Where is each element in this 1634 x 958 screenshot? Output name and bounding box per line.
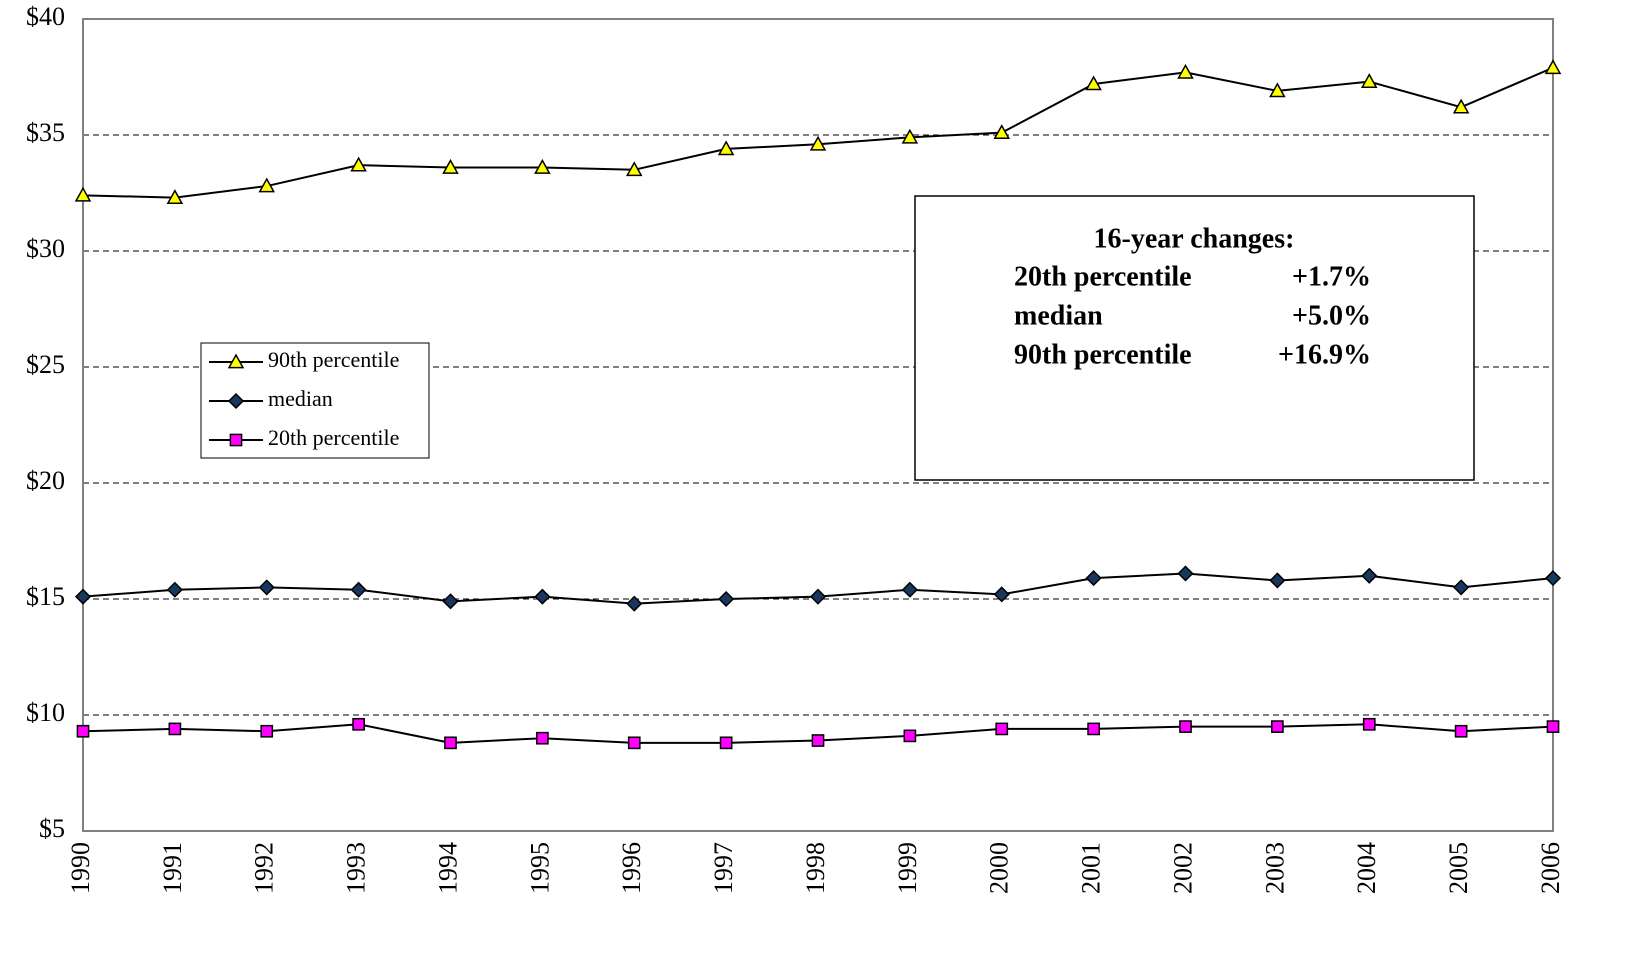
- marker: [534, 158, 551, 174]
- marker: [1271, 720, 1284, 733]
- annotation-label: 20th percentile: [1014, 261, 1192, 292]
- marker: [536, 731, 549, 745]
- x-tick-label: 1993: [342, 842, 371, 894]
- marker: [350, 156, 367, 172]
- marker: [811, 734, 825, 747]
- y-tick-label: $5: [39, 814, 65, 843]
- marker: [227, 353, 245, 369]
- annotation-value: +5.0%: [1292, 300, 1371, 331]
- annotation-label: median: [1014, 300, 1103, 331]
- y-tick-label: $30: [26, 234, 65, 263]
- marker: [993, 124, 1011, 140]
- marker: [1546, 720, 1560, 733]
- marker: [1269, 82, 1286, 98]
- x-tick-label: 1998: [801, 842, 830, 894]
- marker: [1177, 63, 1194, 79]
- x-tick-label: 2001: [1077, 842, 1106, 894]
- y-tick-label: $15: [26, 582, 65, 611]
- y-tick-label: $20: [26, 466, 65, 495]
- annotation-value: +16.9%: [1278, 339, 1371, 370]
- marker: [227, 392, 245, 410]
- marker: [166, 581, 183, 598]
- x-tick-label: 2000: [985, 842, 1014, 894]
- marker: [1454, 724, 1468, 738]
- marker: [1087, 722, 1100, 736]
- marker: [717, 140, 735, 156]
- marker: [1453, 579, 1470, 596]
- legend-label: 20th percentile: [268, 425, 399, 450]
- marker: [1177, 565, 1194, 582]
- x-tick-label: 1991: [158, 842, 187, 894]
- marker: [258, 579, 275, 596]
- marker: [1361, 567, 1378, 584]
- plot-border: [82, 18, 1554, 832]
- marker: [442, 158, 459, 174]
- y-tick-label: $25: [26, 350, 65, 379]
- marker: [1452, 98, 1470, 114]
- marker: [901, 128, 919, 144]
- marker: [1269, 572, 1286, 589]
- marker: [903, 729, 917, 743]
- x-tick-label: 1999: [893, 842, 922, 894]
- marker: [1544, 570, 1562, 587]
- y-tick-label: $10: [26, 698, 65, 727]
- marker: [76, 724, 90, 738]
- x-tick-label: 2006: [1536, 842, 1565, 894]
- x-tick-label: 2002: [1168, 842, 1197, 894]
- marker: [718, 590, 735, 608]
- marker: [534, 588, 551, 605]
- marker: [625, 161, 643, 177]
- marker: [74, 588, 92, 605]
- marker: [352, 717, 365, 731]
- x-tick-label: 2005: [1444, 842, 1473, 894]
- x-tick-label: 2004: [1352, 842, 1381, 894]
- x-tick-label: 1992: [250, 842, 279, 894]
- y-tick-label: $35: [26, 118, 65, 147]
- y-tick-label: $40: [26, 2, 65, 31]
- marker: [350, 581, 367, 598]
- annotation-box: [914, 195, 1475, 481]
- legend-label: 90th percentile: [268, 347, 399, 372]
- marker: [1085, 570, 1102, 587]
- marker: [74, 186, 92, 202]
- marker: [1085, 75, 1102, 91]
- marker: [1544, 59, 1562, 75]
- marker: [168, 722, 182, 736]
- marker: [260, 724, 274, 738]
- series-line: [82, 66, 1554, 199]
- x-tick-label: 1995: [525, 842, 554, 894]
- marker: [1362, 717, 1376, 731]
- legend-label: median: [268, 386, 333, 411]
- marker: [627, 736, 641, 750]
- marker: [719, 736, 733, 750]
- marker: [993, 586, 1010, 603]
- x-tick-label: 1994: [433, 842, 462, 894]
- x-tick-label: 1996: [617, 842, 646, 894]
- marker: [995, 722, 1009, 736]
- marker: [809, 588, 827, 605]
- marker: [258, 177, 276, 193]
- x-tick-label: 1990: [66, 842, 95, 894]
- marker: [444, 736, 457, 750]
- marker: [229, 433, 243, 447]
- x-tick-label: 2003: [1260, 842, 1289, 894]
- annotation-value: +1.7%: [1292, 261, 1371, 292]
- marker: [901, 581, 918, 598]
- annotation-title: 16-year changes:: [1094, 223, 1295, 254]
- marker: [442, 593, 459, 610]
- marker: [166, 189, 184, 204]
- marker: [626, 595, 643, 612]
- marker: [1179, 720, 1192, 733]
- marker: [1360, 73, 1378, 88]
- x-tick-label: 1997: [709, 842, 738, 894]
- annotation-label: 90th percentile: [1014, 339, 1192, 370]
- marker: [809, 135, 827, 151]
